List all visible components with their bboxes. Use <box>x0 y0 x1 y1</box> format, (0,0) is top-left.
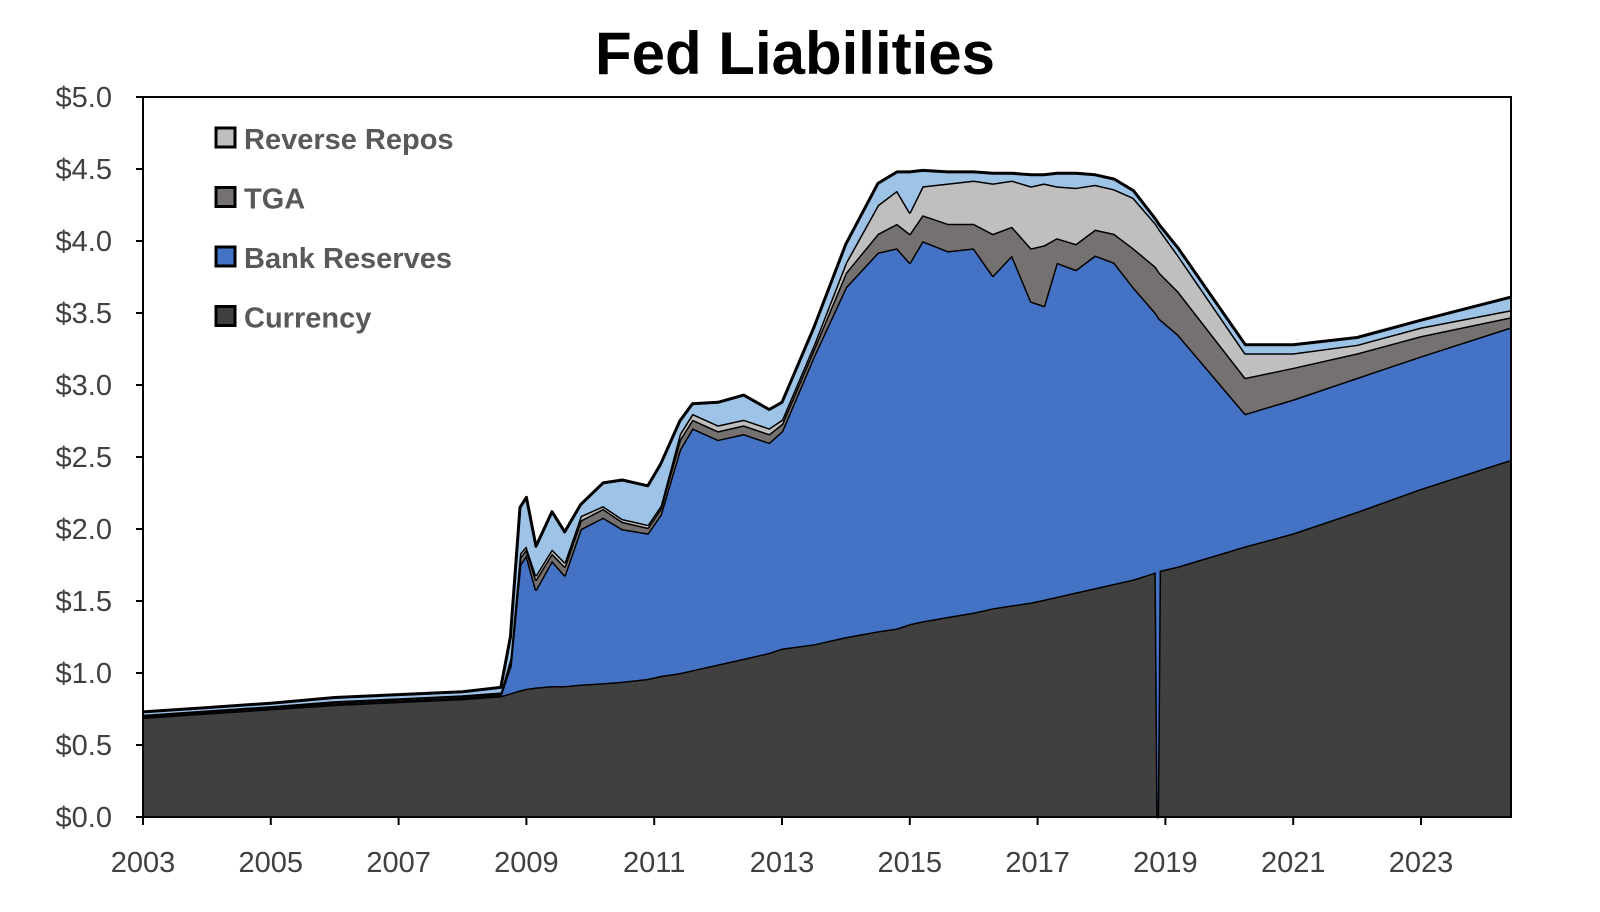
x-tick-label: 2015 <box>878 847 943 879</box>
area-currency <box>143 459 1511 817</box>
legend-label-reverse-repos: Reverse Repos <box>244 124 454 156</box>
y-tick-label: $4.5 <box>56 154 112 186</box>
legend-swatch-bank-reserves <box>214 245 237 268</box>
y-tick-label: $0.5 <box>56 730 112 762</box>
y-tick-label: $1.0 <box>56 658 112 690</box>
chart-title: Fed Liabilities <box>595 20 995 87</box>
y-tick-label: $4.0 <box>56 226 112 258</box>
x-tick-label: 2017 <box>1005 847 1070 879</box>
y-tick-label: $2.5 <box>56 442 112 474</box>
x-tick-label: 2005 <box>239 847 304 879</box>
line-series-4 <box>142 168 1511 714</box>
y-tick-label: $1.5 <box>56 586 112 618</box>
x-tick-label: 2007 <box>366 847 431 879</box>
x-tick-label: 2023 <box>1389 847 1454 879</box>
x-tick-label: 2003 <box>111 847 176 879</box>
legend-swatch-currency <box>214 305 237 327</box>
x-tick-label: 2019 <box>1133 847 1198 879</box>
x-tick-label: 2009 <box>494 847 559 879</box>
legend-label-tga: TGA <box>244 184 305 216</box>
y-axis: $0.0 $0.5 $1.0 $1.5 $2.0 $2.5 $3.0 $3.5 $4.0 $4.5… <box>56 82 143 834</box>
legend-swatch-reverse-repos <box>214 126 237 149</box>
area-bank-reserves <box>143 241 1511 817</box>
y-tick-label: $0.0 <box>56 802 112 834</box>
x-axis: 2003 2005 2007 2009 2011 2013 2015 2017 2019 2021… <box>111 817 1454 879</box>
x-tick-label: 2011 <box>623 847 685 879</box>
y-tick-label: $3.5 <box>56 298 112 330</box>
y-tick-label: $3.0 <box>56 370 112 402</box>
x-tick-label: 2021 <box>1261 847 1326 879</box>
stacked-areas <box>142 168 1511 819</box>
legend-label-bank-reserves: Bank Reserves <box>244 243 452 275</box>
y-tick-label: $5.0 <box>56 82 112 114</box>
legend: Reverse Repos TGA Bank Reserves Currency <box>214 124 454 335</box>
y-tick-label: $2.0 <box>56 514 112 546</box>
x-tick-label: 2013 <box>750 847 815 879</box>
legend-label-currency: Currency <box>244 303 371 335</box>
legend-swatch-tga <box>214 186 237 208</box>
